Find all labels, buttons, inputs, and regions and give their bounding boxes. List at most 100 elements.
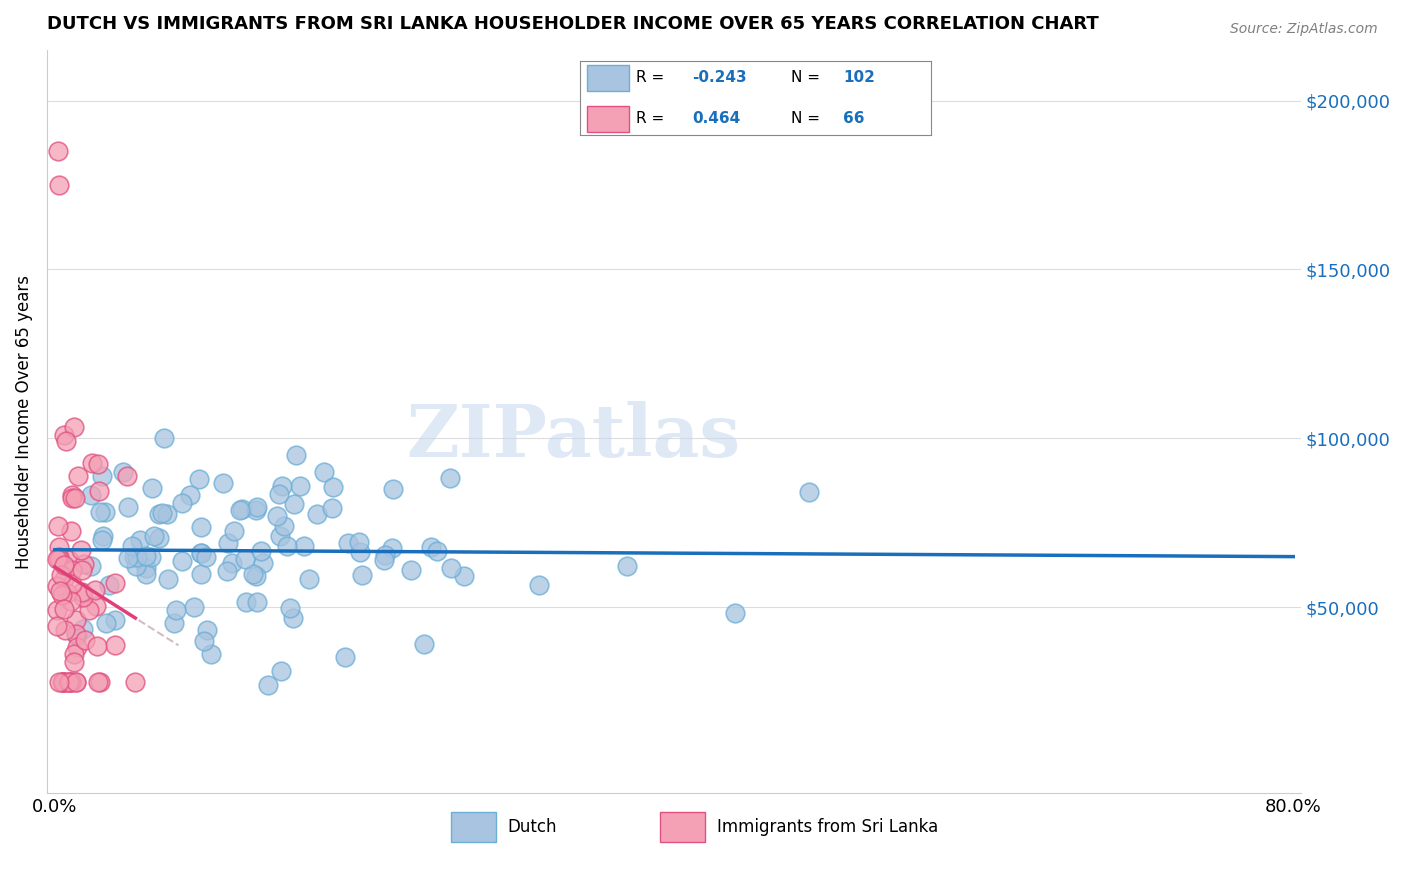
Point xyxy=(419,540,441,554)
Point xyxy=(52,674,75,689)
Point xyxy=(187,472,209,486)
Point xyxy=(89,674,111,689)
Point xyxy=(51,588,73,602)
Point xyxy=(121,539,143,553)
Point xyxy=(616,558,638,573)
Point xyxy=(242,566,264,581)
Point xyxy=(797,485,820,500)
Point xyxy=(124,674,146,689)
Point xyxy=(67,468,90,483)
Point xyxy=(46,552,69,566)
Point xyxy=(48,549,70,564)
Point xyxy=(59,594,82,608)
Point xyxy=(284,448,307,462)
Point xyxy=(193,633,215,648)
Point xyxy=(51,674,73,689)
Point xyxy=(179,487,201,501)
Point xyxy=(87,457,110,471)
Point xyxy=(153,431,176,445)
Point xyxy=(298,572,321,586)
Point xyxy=(117,551,139,566)
Point xyxy=(48,552,70,566)
Point xyxy=(125,559,148,574)
Point xyxy=(52,558,75,572)
Point xyxy=(51,674,73,689)
Point xyxy=(53,601,76,615)
Point xyxy=(190,546,212,560)
Point xyxy=(440,561,463,575)
Point xyxy=(87,484,110,499)
Point xyxy=(51,674,73,689)
Point xyxy=(292,539,315,553)
Point xyxy=(374,548,396,562)
Point xyxy=(73,632,96,647)
Point xyxy=(86,639,108,653)
Point xyxy=(170,496,193,510)
Point xyxy=(381,482,404,496)
Point xyxy=(143,529,166,543)
Point xyxy=(63,655,86,669)
Point xyxy=(72,623,94,637)
Point xyxy=(194,550,217,565)
Point xyxy=(58,674,80,689)
Point xyxy=(183,600,205,615)
Point xyxy=(190,520,212,534)
Point xyxy=(288,479,311,493)
Point xyxy=(58,553,80,567)
Point xyxy=(104,575,127,590)
Point xyxy=(233,552,256,566)
Point xyxy=(280,600,302,615)
Point xyxy=(80,488,103,502)
Point xyxy=(63,491,86,505)
Point xyxy=(56,586,79,600)
Point xyxy=(270,665,292,679)
Point xyxy=(84,599,107,614)
Point xyxy=(104,613,127,627)
Point xyxy=(45,603,67,617)
Point xyxy=(246,595,269,609)
Point xyxy=(60,577,83,591)
Point xyxy=(156,572,179,586)
Point xyxy=(59,674,82,689)
Point xyxy=(91,469,114,483)
Point xyxy=(283,611,305,625)
Point xyxy=(135,549,157,564)
Point xyxy=(60,488,83,502)
Point xyxy=(141,549,163,564)
Point xyxy=(231,502,253,516)
Point xyxy=(94,615,117,630)
Point xyxy=(245,503,267,517)
Point xyxy=(148,508,170,522)
Point xyxy=(245,568,267,582)
Point xyxy=(135,561,157,575)
Point xyxy=(117,500,139,514)
Point xyxy=(350,567,373,582)
Point xyxy=(156,507,179,521)
Point xyxy=(77,603,100,617)
Point xyxy=(65,626,87,640)
Point xyxy=(97,577,120,591)
Point xyxy=(135,567,157,582)
Point xyxy=(270,479,292,493)
Point xyxy=(65,613,87,627)
Y-axis label: Householder Income Over 65 years: Householder Income Over 65 years xyxy=(15,275,32,568)
Point xyxy=(49,584,72,599)
Point xyxy=(200,647,222,661)
Point xyxy=(347,534,370,549)
Point xyxy=(401,563,423,577)
Text: DUTCH VS IMMIGRANTS FROM SRI LANKA HOUSEHOLDER INCOME OVER 65 YEARS CORRELATION : DUTCH VS IMMIGRANTS FROM SRI LANKA HOUSE… xyxy=(46,15,1098,33)
Point xyxy=(82,456,104,470)
Point xyxy=(59,524,82,538)
Point xyxy=(46,519,69,533)
Point xyxy=(49,567,72,582)
Point xyxy=(349,545,371,559)
Point xyxy=(46,619,69,633)
Point xyxy=(252,556,274,570)
Point xyxy=(246,500,269,515)
Point xyxy=(53,623,76,637)
Point xyxy=(453,569,475,583)
Point xyxy=(269,486,291,500)
Point xyxy=(72,590,94,604)
Point xyxy=(73,557,96,571)
Point xyxy=(48,178,70,192)
